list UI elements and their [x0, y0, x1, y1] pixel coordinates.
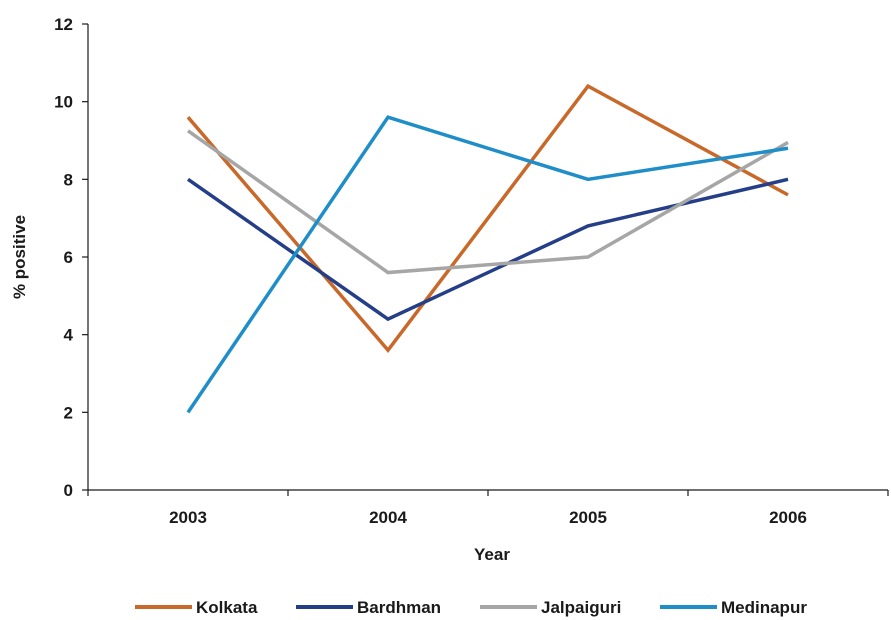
y-tick-label: 4: [64, 326, 74, 345]
y-tick-label: 6: [64, 248, 73, 267]
y-axis-title: % positive: [10, 215, 29, 299]
legend-item-kolkata: Kolkata: [135, 598, 258, 617]
x-tick-label: 2004: [369, 508, 407, 527]
series-line-jalpaiguri: [186, 129, 789, 275]
y-axis: 0 2 4 6 8 10 12: [54, 15, 89, 500]
x-tick-label: 2006: [769, 508, 807, 527]
x-axis-title: Year: [474, 545, 510, 564]
legend-item-jalpaiguri: Jalpaiguri: [480, 598, 621, 617]
series-layer: [186, 83, 789, 414]
legend-item-medinapur: Medinapur: [660, 598, 807, 617]
y-tick-label: 0: [64, 481, 73, 500]
series-line-kolkata: [186, 83, 789, 353]
legend-label: Jalpaiguri: [541, 598, 621, 617]
legend-label: Kolkata: [196, 598, 258, 617]
series-line-medinapur: [186, 115, 789, 414]
legend: Kolkata Bardhman Jalpaiguri Medinapur: [135, 598, 807, 617]
legend-label: Bardhman: [357, 598, 441, 617]
legend-item-bardhman: Bardhman: [296, 598, 441, 617]
y-tick-label: 2: [64, 403, 73, 422]
x-tick-label: 2003: [169, 508, 207, 527]
y-tick-label: 10: [54, 93, 73, 112]
series-line-bardhman: [186, 177, 789, 322]
x-tick-label: 2005: [569, 508, 607, 527]
legend-label: Medinapur: [721, 598, 807, 617]
x-axis: 2003 2004 2005 2006: [87, 489, 889, 527]
y-tick-label: 12: [54, 15, 73, 34]
y-tick-label: 8: [64, 170, 73, 189]
